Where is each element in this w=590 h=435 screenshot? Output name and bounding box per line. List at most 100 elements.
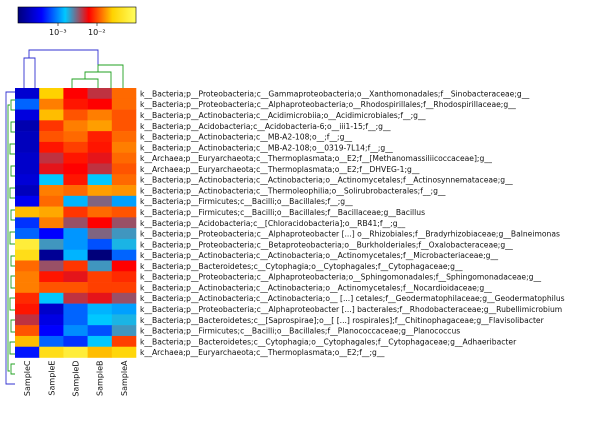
heatmap-cell <box>87 217 113 229</box>
color-scale-bar <box>17 6 137 24</box>
row-label: k__Bacteria;p__Actinobacteria;c__MB-A2-1… <box>140 133 352 142</box>
heatmap-cell <box>87 131 113 143</box>
heatmap-cell <box>111 217 137 229</box>
heatmap-cell <box>111 346 137 358</box>
row-label: k__Bacteria;p__Actinobacteria;c__Actinob… <box>140 294 565 303</box>
heatmap-cell <box>15 249 40 261</box>
heatmap-cell <box>111 249 137 261</box>
heatmap-cell <box>39 271 64 283</box>
heatmap-cell <box>63 195 88 207</box>
heatmap-cell <box>15 325 40 337</box>
heatmap-cell <box>15 238 40 250</box>
heatmap-cell <box>111 152 137 164</box>
heatmap-cell <box>63 152 88 164</box>
row-label: k__Bacteria;p__Actinobacteria;c__Acidimi… <box>140 111 426 120</box>
heatmap-cell <box>111 109 137 121</box>
heatmap-cell <box>39 141 64 153</box>
heatmap-cell <box>63 88 88 100</box>
heatmap-cell <box>63 174 88 186</box>
heatmap-cell <box>87 163 113 175</box>
heatmap-cell <box>39 109 64 121</box>
heatmap-cell <box>111 163 137 175</box>
row-label: k__Bacteria;p__Actinobacteria;c__Actinob… <box>140 251 498 260</box>
heatmap-cell <box>63 120 88 132</box>
heatmap-cell <box>63 131 88 143</box>
row-label: k__Bacteria;p__Proteobacteria;c__Alphapr… <box>140 100 516 109</box>
heatmap-cell <box>111 325 137 337</box>
heatmap-cell <box>39 303 64 315</box>
heatmap-cell <box>15 163 40 175</box>
row-label: k__Bacteria;p__Bacteroidetes;c__Cytophag… <box>140 262 463 271</box>
heatmap-cell <box>87 152 113 164</box>
row-label: k__Bacteria;p__Firmicutes;c__Bacilli;o__… <box>140 327 460 336</box>
heatmap-cell <box>63 109 88 121</box>
heatmap-cell <box>15 206 40 218</box>
heatmap-cell <box>39 346 64 358</box>
heatmap-cell <box>63 303 88 315</box>
heatmap-cell <box>39 228 64 240</box>
heatmap-cell <box>111 88 137 100</box>
heatmap-cell <box>111 314 137 326</box>
heatmap-cell <box>87 185 113 197</box>
heatmap-cell <box>63 98 88 110</box>
heatmap-cell <box>111 335 137 348</box>
heatmap-cell <box>87 260 113 272</box>
heatmap-cell <box>111 238 137 250</box>
row-label: k__Archaea;p__Euryarchaeota;c__Thermopla… <box>140 348 385 357</box>
heatmap-cell <box>39 206 64 218</box>
heatmap-cell <box>39 282 64 294</box>
heatmap-cell <box>111 174 137 186</box>
heatmap-cell <box>111 271 137 283</box>
heatmap-cell <box>63 314 88 326</box>
heatmap-cell <box>111 141 137 153</box>
row-label: k__Bacteria;p__Proteobacteria;c__Betapro… <box>140 240 513 249</box>
heatmap-cell <box>63 325 88 337</box>
row-label: k__Bacteria;p__Proteobacteria;c__Gammapr… <box>140 89 530 98</box>
heatmap-cell <box>39 120 64 132</box>
heatmap-cell <box>15 228 40 240</box>
heatmap-cell <box>15 88 40 100</box>
heatmap-cell <box>15 260 40 272</box>
heatmap-cell <box>111 228 137 240</box>
heatmap-cell <box>87 98 113 110</box>
heatmap-cell <box>87 238 113 250</box>
heatmap-cell <box>87 325 113 337</box>
heatmap-cell <box>87 335 113 348</box>
heatmap-cell <box>87 120 113 132</box>
heatmap-cell <box>63 163 88 175</box>
heatmap-cell <box>15 314 40 326</box>
row-label: k__Bacteria;p__Acidobacteria;c__[Chlorac… <box>140 219 405 228</box>
heatmap-cell <box>63 346 88 358</box>
heatmap-cell <box>15 141 40 153</box>
heatmap-cell <box>39 174 64 186</box>
heatmap-cell <box>111 185 137 197</box>
heatmap-cell <box>15 152 40 164</box>
heatmap-cell <box>15 282 40 294</box>
heatmap-cell <box>15 174 40 186</box>
heatmap-cell <box>111 292 137 304</box>
heatmap-cell <box>111 260 137 272</box>
column-label: SampleD <box>72 361 81 397</box>
heatmap-cell <box>63 271 88 283</box>
heatmap-cell <box>39 325 64 337</box>
heatmap-cell <box>111 98 137 110</box>
heatmap-cell <box>63 228 88 240</box>
row-label: k__Bacteria;p__Firmicutes;c__Bacilli;o__… <box>140 208 425 217</box>
heatmap-cell <box>111 131 137 143</box>
heatmap-cell <box>87 292 113 304</box>
row-label: k__Bacteria;p__Proteobacteria;c__Alphapr… <box>140 230 560 239</box>
row-label: k__Bacteria;p__Bacteroidetes;c__Cytophag… <box>140 337 517 346</box>
heatmap-cell <box>39 314 64 326</box>
color-scale-tick-label: 10⁻² <box>88 28 106 37</box>
heatmap-cell <box>111 120 137 132</box>
color-scale-legend: 10⁻³ 10⁻² <box>17 6 137 37</box>
heatmap-cell <box>39 195 64 207</box>
heatmap-cell <box>87 195 113 207</box>
column-label: SampleE <box>47 361 56 396</box>
column-dendrogram <box>23 49 124 88</box>
heatmap-cell <box>15 195 40 207</box>
row-label: k__Archaea;p__Euryarchaeota;c__Thermopla… <box>140 165 420 174</box>
heatmap-cell <box>111 282 137 294</box>
row-label: k__Bacteria;p__Proteobacteria;c__Alphapr… <box>140 305 562 314</box>
heatmap-cell <box>39 88 64 100</box>
